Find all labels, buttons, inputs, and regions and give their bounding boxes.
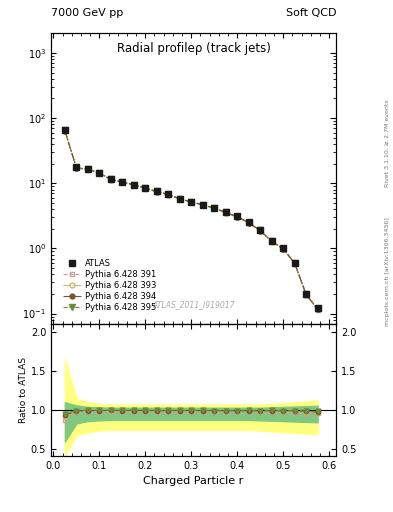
Text: Radial profileρ (track jets): Radial profileρ (track jets) [117, 42, 270, 55]
Legend: ATLAS, Pythia 6.428 391, Pythia 6.428 393, Pythia 6.428 394, Pythia 6.428 395: ATLAS, Pythia 6.428 391, Pythia 6.428 39… [61, 257, 158, 314]
X-axis label: Charged Particle r: Charged Particle r [143, 476, 244, 486]
Text: 7000 GeV pp: 7000 GeV pp [51, 8, 123, 18]
Text: Rivet 3.1.10, ≥ 2.7M events: Rivet 3.1.10, ≥ 2.7M events [385, 99, 389, 187]
Text: mcplots.cern.ch [arXiv:1306.3436]: mcplots.cern.ch [arXiv:1306.3436] [385, 217, 389, 326]
Y-axis label: Ratio to ATLAS: Ratio to ATLAS [19, 357, 28, 423]
Text: Soft QCD: Soft QCD [286, 8, 336, 18]
Text: ATLAS_2011_I919017: ATLAS_2011_I919017 [152, 300, 235, 309]
